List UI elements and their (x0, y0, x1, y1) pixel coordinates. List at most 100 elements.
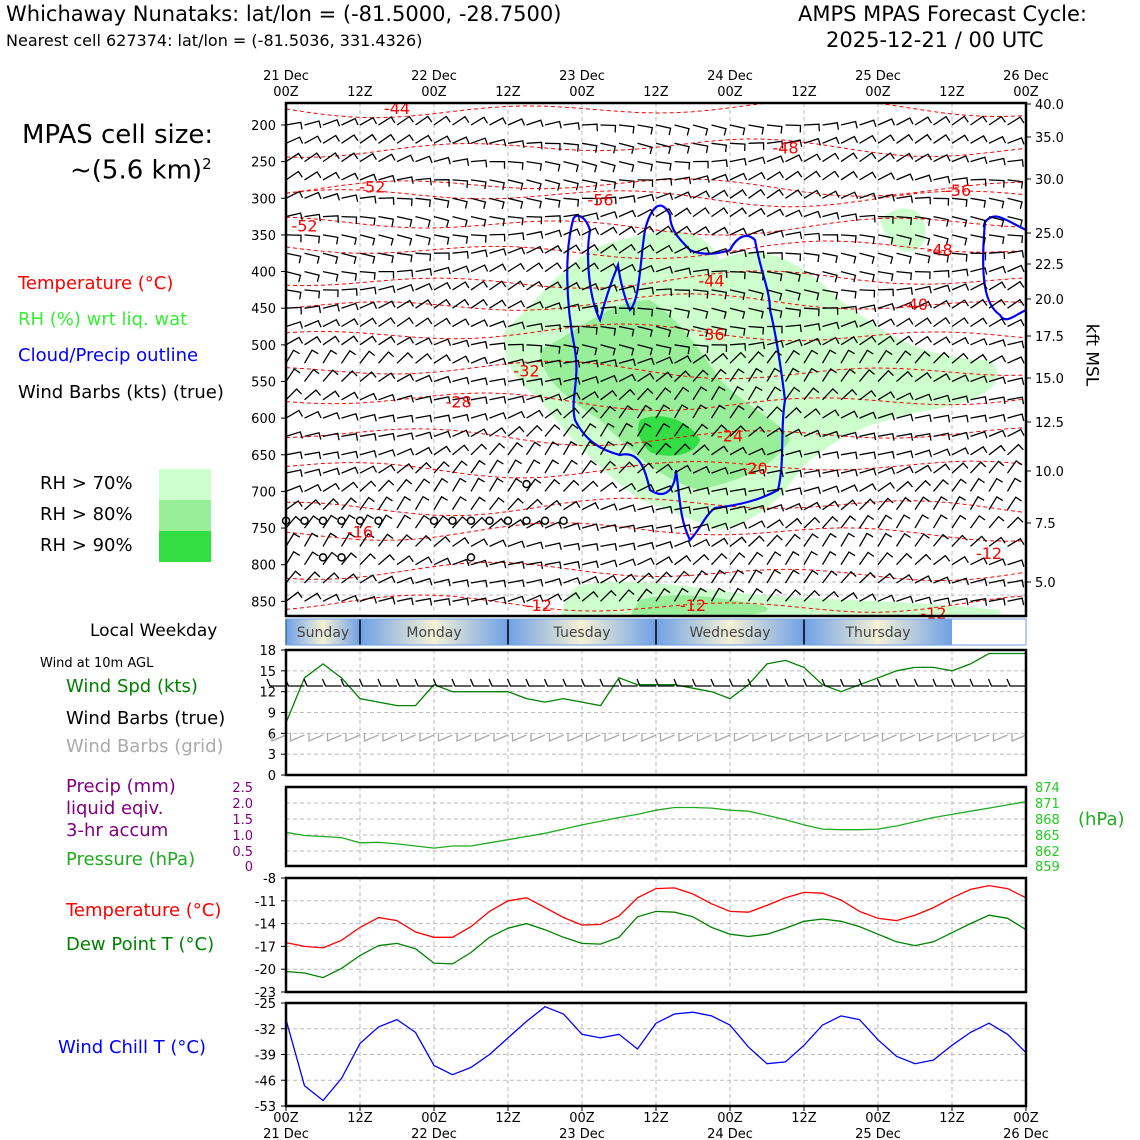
wind-barb (803, 232, 821, 241)
wind-barb (563, 560, 581, 569)
wind-barb (748, 488, 766, 496)
wind-barb-grid (400, 733, 416, 742)
wind-barb-grid (789, 733, 805, 742)
wind-barb (286, 570, 302, 584)
wind-barb (562, 440, 578, 456)
wind-barb (563, 262, 581, 273)
wind-barb-grid (363, 733, 379, 742)
wind-barb (692, 289, 709, 299)
panel-y-tick-label: -23 (255, 986, 276, 1001)
wind-barb-grid (715, 733, 731, 742)
wind-barb (692, 344, 709, 354)
calm-wind-marker (522, 479, 531, 489)
wind-barb (896, 465, 914, 474)
wind-barb (1007, 516, 1024, 529)
calm-wind-marker (466, 553, 476, 562)
wind-barb (562, 423, 579, 437)
wind-barb (544, 262, 562, 273)
wind-barb (359, 286, 377, 295)
wind-barb (470, 215, 487, 227)
wind-barb (896, 133, 914, 144)
wind-barb (711, 424, 728, 437)
legend-precip-2: liquid eqiv. (66, 798, 164, 819)
wind-barb (951, 447, 970, 456)
wind-barb (859, 571, 876, 584)
wind-barb (748, 520, 766, 529)
wind-barb-grid (567, 733, 583, 742)
wind-barb (470, 234, 487, 243)
panel-y-tick-label: -11 (255, 895, 276, 910)
wind-barb-grid (733, 733, 749, 742)
wind-barb (748, 535, 765, 547)
wind-barb (618, 263, 637, 273)
wind-barb (322, 390, 340, 401)
wind-barb (711, 537, 729, 547)
top-hour-label: 00Z (569, 85, 595, 100)
wind-barb (286, 306, 302, 315)
wind-barb (655, 505, 673, 514)
wind-barb (322, 593, 341, 602)
pressure-tick-label: 862 (1035, 845, 1060, 860)
wind-barb (803, 408, 821, 419)
wind-barb-true (599, 678, 619, 687)
wind-barb (359, 270, 376, 280)
wind-barb (914, 553, 932, 566)
wind-barb (600, 574, 618, 584)
wind-barb (637, 225, 655, 236)
calm-wind-marker (522, 516, 531, 525)
top-day-label: 23 Dec (559, 69, 605, 84)
wind-barb (470, 377, 488, 386)
wind-barb (748, 325, 765, 335)
wind-barb-grid (974, 733, 990, 742)
height-tick-label: 25.0 (1035, 227, 1064, 242)
wind-barb (859, 270, 875, 282)
legend-wind-spd: Wind Spd (kts) (66, 676, 198, 697)
wind-barb (803, 486, 822, 495)
wind-barb (970, 535, 987, 547)
wind-barb (970, 337, 988, 346)
wind-barb (766, 569, 781, 584)
wind-barb (359, 552, 376, 566)
wind-barb (304, 335, 322, 346)
wind-barb (970, 115, 988, 126)
wind-barb (692, 353, 710, 364)
wind-barb (415, 352, 433, 364)
wind-barb (637, 264, 655, 273)
wind-barb (563, 325, 580, 334)
wind-barb (544, 577, 563, 586)
wind-barb (914, 393, 933, 402)
wind-barb (286, 170, 303, 181)
wind-barb (803, 137, 822, 146)
wind-barb (747, 569, 763, 584)
wind-barb (747, 367, 763, 382)
wind-barb (618, 325, 635, 337)
wind-barb (341, 194, 359, 203)
wind-barb (803, 307, 820, 317)
wind-barb (969, 514, 986, 529)
weekday-bar: Sunday Monday Tuesday Wednesday Thursday (285, 618, 1027, 646)
wind-barb (673, 587, 689, 602)
wind-barb (655, 540, 674, 549)
wind-barb (970, 353, 988, 364)
wind-barb (822, 136, 840, 145)
wind-barb (563, 244, 581, 254)
wind-barb (415, 374, 433, 383)
wind-barb (1025, 564, 1026, 565)
wind-barb-true (525, 678, 545, 687)
wind-barb (304, 319, 322, 328)
wind-barb (359, 317, 377, 328)
wind-barb (526, 594, 544, 602)
wind-barb (600, 263, 618, 273)
wind-barb (803, 367, 819, 382)
wind-barb (711, 159, 728, 168)
wind-barb (951, 252, 968, 262)
wind-barb (451, 496, 467, 511)
wind-barb (1025, 490, 1026, 492)
temperature-contour-label: -48 (772, 139, 798, 158)
wind-barb (933, 448, 951, 456)
wind-barb (748, 504, 766, 513)
wind-barb (489, 426, 507, 437)
wind-barb (396, 495, 412, 511)
wind-barb-grid (530, 733, 546, 742)
wind-barb (507, 395, 525, 404)
